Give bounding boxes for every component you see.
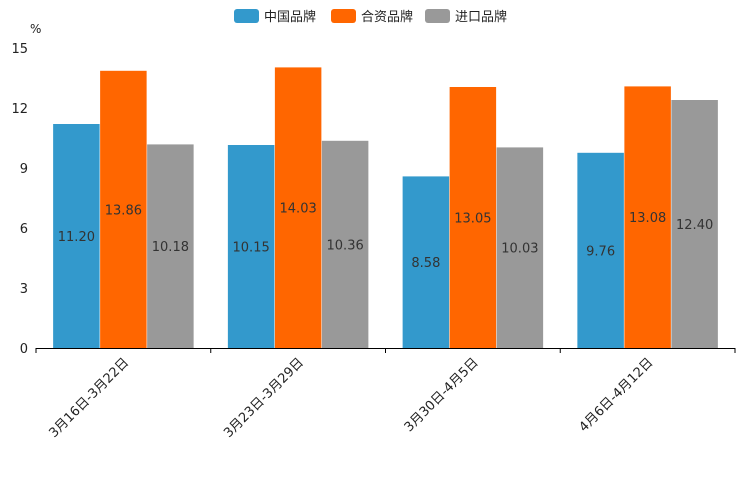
legend-label: 合资品牌 xyxy=(361,9,413,25)
bar xyxy=(274,67,322,349)
data-label: 10.36 xyxy=(327,238,364,253)
x-axis: 3月16日-3月22日 3月23日-3月29日 3月30日-4月5日 4月6日-4月1… xyxy=(35,348,736,441)
legend-label: 进口品牌 xyxy=(455,9,507,25)
y-axis-unit: % xyxy=(30,22,41,36)
bar xyxy=(227,145,275,348)
bar xyxy=(496,147,544,348)
x-category-label: 3月23日-3月29日 xyxy=(221,355,307,441)
data-label: 13.86 xyxy=(105,203,142,218)
bars xyxy=(53,67,718,349)
bar xyxy=(53,124,100,348)
y-tick-label: 9 xyxy=(20,162,28,177)
bar xyxy=(402,176,450,348)
legend: 中国品牌 合资品牌 进口品牌 xyxy=(234,9,507,25)
data-labels: 11.20 13.86 10.18 10.15 14.03 10.36 8.58 13.05 1… xyxy=(58,202,713,272)
x-category-label: 3月16日-3月22日 xyxy=(46,355,132,441)
y-tick-label: 6 xyxy=(20,222,28,237)
bar xyxy=(147,144,194,348)
data-label: 13.08 xyxy=(629,211,666,226)
y-tick-label: 0 xyxy=(20,342,28,357)
data-label: 12.40 xyxy=(676,218,713,233)
legend-swatch xyxy=(425,9,450,23)
bar xyxy=(449,87,497,348)
bar xyxy=(624,86,671,349)
y-tick-label: 12 xyxy=(11,102,28,117)
x-category-label: 3月30日-4月5日 xyxy=(402,355,482,435)
legend-swatch xyxy=(234,9,259,23)
y-axis: 0 3 6 9 12 15 xyxy=(11,42,28,357)
x-category-label: 4月6日-4月12日 xyxy=(577,355,657,435)
legend-label: 中国品牌 xyxy=(264,9,316,25)
bar xyxy=(671,100,718,348)
bar xyxy=(577,152,624,348)
legend-swatch xyxy=(331,9,356,23)
data-label: 9.76 xyxy=(586,244,615,259)
data-label: 14.03 xyxy=(280,202,317,217)
data-label: 8.58 xyxy=(411,256,440,271)
y-tick-label: 3 xyxy=(20,282,28,297)
bar xyxy=(100,70,147,349)
data-label: 11.20 xyxy=(58,230,95,245)
bar xyxy=(321,140,369,348)
data-label: 10.15 xyxy=(233,241,270,256)
data-label: 13.05 xyxy=(454,212,491,227)
y-tick-label: 15 xyxy=(11,42,28,57)
data-label: 10.03 xyxy=(501,242,538,257)
data-label: 10.18 xyxy=(152,240,189,255)
